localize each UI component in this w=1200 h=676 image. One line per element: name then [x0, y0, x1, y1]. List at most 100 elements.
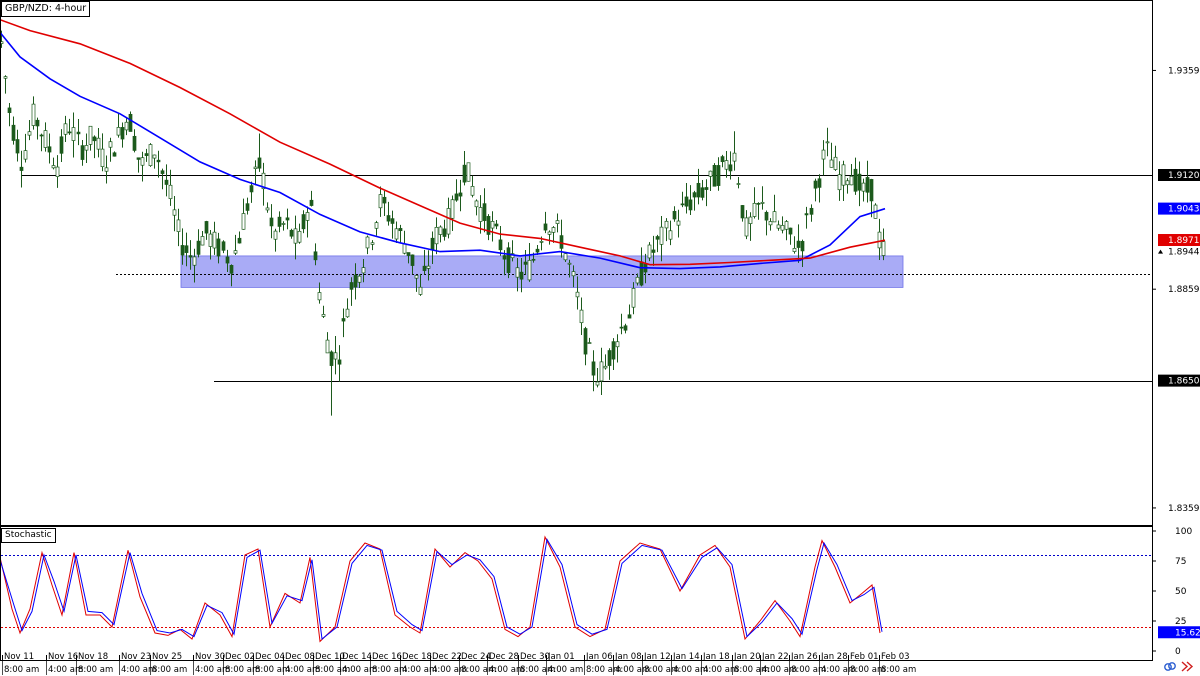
candle-body: [31, 103, 36, 126]
candle-body: [555, 220, 560, 224]
candle-body: [716, 165, 721, 186]
candle-body: [434, 227, 439, 245]
x-date-label: Jan 22: [761, 652, 789, 662]
candle-body: [225, 256, 230, 264]
candle-body: [784, 221, 789, 230]
candle-body: [631, 288, 636, 308]
candle-body: [84, 145, 89, 151]
candle-body: [51, 165, 56, 169]
candle-body: [547, 231, 552, 235]
x-time-label: 4:00 am: [703, 665, 738, 675]
candle-body: [156, 159, 161, 163]
candle-body: [152, 154, 157, 159]
candle-body: [184, 245, 189, 253]
candle-body: [27, 131, 32, 136]
link-icon[interactable]: [1163, 660, 1177, 673]
candle-body: [426, 265, 431, 269]
candle-body: [825, 141, 830, 144]
candle-body: [635, 276, 640, 284]
x-time-label: 8:00 am: [315, 665, 350, 675]
candle-body: [611, 341, 616, 360]
candle-body: [430, 237, 435, 251]
x-time-label: 8:00 am: [372, 665, 407, 675]
stoch-tick-label: 100: [1175, 527, 1192, 537]
candle-body: [502, 255, 507, 260]
x-time-label: 4:00 am: [285, 665, 320, 675]
candle-body: [865, 177, 870, 193]
candle-body: [301, 214, 306, 230]
candle-body: [124, 121, 129, 131]
price-label-box: [1158, 234, 1200, 247]
candle-body: [305, 212, 310, 221]
indicator-title: Stochastic: [1, 528, 56, 543]
candle-body: [482, 203, 487, 221]
x-date-label: Dec 22: [432, 652, 462, 662]
candle-body: [704, 187, 709, 190]
x-date-label: Nov 23: [121, 652, 151, 662]
arrow-right-icon[interactable]: [1180, 660, 1194, 673]
x-time-label: 4:00 am: [821, 665, 856, 675]
candle-body: [478, 207, 483, 222]
candle-body: [591, 361, 596, 376]
candle-body: [43, 130, 48, 148]
candle-body: [676, 220, 681, 226]
x-time-label: 4:00 am: [48, 665, 83, 675]
x-date-label: Jan 26: [790, 652, 818, 662]
candle-body: [748, 216, 753, 224]
stoch-tick-label: 25: [1175, 617, 1186, 627]
candle-body: [357, 275, 362, 283]
stoch-tick-label: 0: [1175, 647, 1181, 657]
x-date-label: Jan 18: [702, 652, 730, 662]
candle-body: [80, 145, 85, 160]
candle-body: [71, 127, 76, 141]
candle-body: [382, 196, 387, 204]
candle-body: [720, 156, 725, 163]
candle-body: [869, 179, 874, 202]
candle-body: [792, 248, 797, 252]
candle-body: [450, 199, 455, 219]
candle-body: [374, 222, 379, 229]
x-date-label: Nov 30: [195, 652, 225, 662]
x-time-label: 8:00 am: [881, 665, 916, 675]
candle-body: [531, 258, 536, 261]
candle-body: [780, 225, 785, 231]
price-pane-frame: [0, 0, 1153, 526]
candle-body: [0, 41, 4, 44]
x-time-label: 8:00 am: [255, 665, 290, 675]
candle-body: [309, 199, 314, 206]
candle-body: [418, 286, 423, 295]
x-time-label: 8:00 am: [225, 665, 260, 675]
candle-body: [59, 136, 64, 154]
candle-body: [877, 231, 882, 249]
candle-body: [458, 192, 463, 197]
candle-body: [100, 148, 105, 168]
candle-body: [659, 226, 664, 245]
x-date-label: Dec 10: [315, 652, 345, 662]
candle-body: [23, 150, 28, 160]
candle-body: [200, 236, 205, 246]
stochastic-pane: [0, 535, 1152, 643]
candle-body: [216, 238, 221, 257]
price-pane: [0, 18, 1152, 416]
candle-body: [599, 361, 604, 382]
x-date-label: Feb 03: [881, 652, 910, 662]
candle-body: [772, 211, 777, 223]
y-tick-label: 1.88590: [1168, 285, 1200, 295]
x-time-label: 4:00 am: [342, 665, 377, 675]
candle-body: [760, 201, 765, 204]
candle-body: [116, 127, 121, 136]
candle-body: [523, 261, 528, 265]
x-date-label: Dec 04: [255, 652, 285, 662]
candle-body: [438, 226, 443, 235]
candle-body: [378, 194, 383, 209]
candle-body: [708, 170, 713, 177]
x-time-label: 4:00 am: [121, 665, 156, 675]
link-icon-glyph: [1164, 662, 1176, 671]
candle-body: [498, 239, 503, 251]
x-time-label: 4:00 am: [489, 665, 524, 675]
candle-body: [740, 205, 745, 219]
x-date-label: Dec 02: [225, 652, 255, 662]
candle-body: [841, 164, 846, 186]
